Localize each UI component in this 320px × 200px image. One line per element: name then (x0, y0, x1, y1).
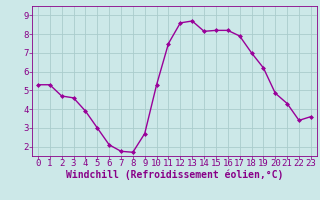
X-axis label: Windchill (Refroidissement éolien,°C): Windchill (Refroidissement éolien,°C) (66, 170, 283, 180)
